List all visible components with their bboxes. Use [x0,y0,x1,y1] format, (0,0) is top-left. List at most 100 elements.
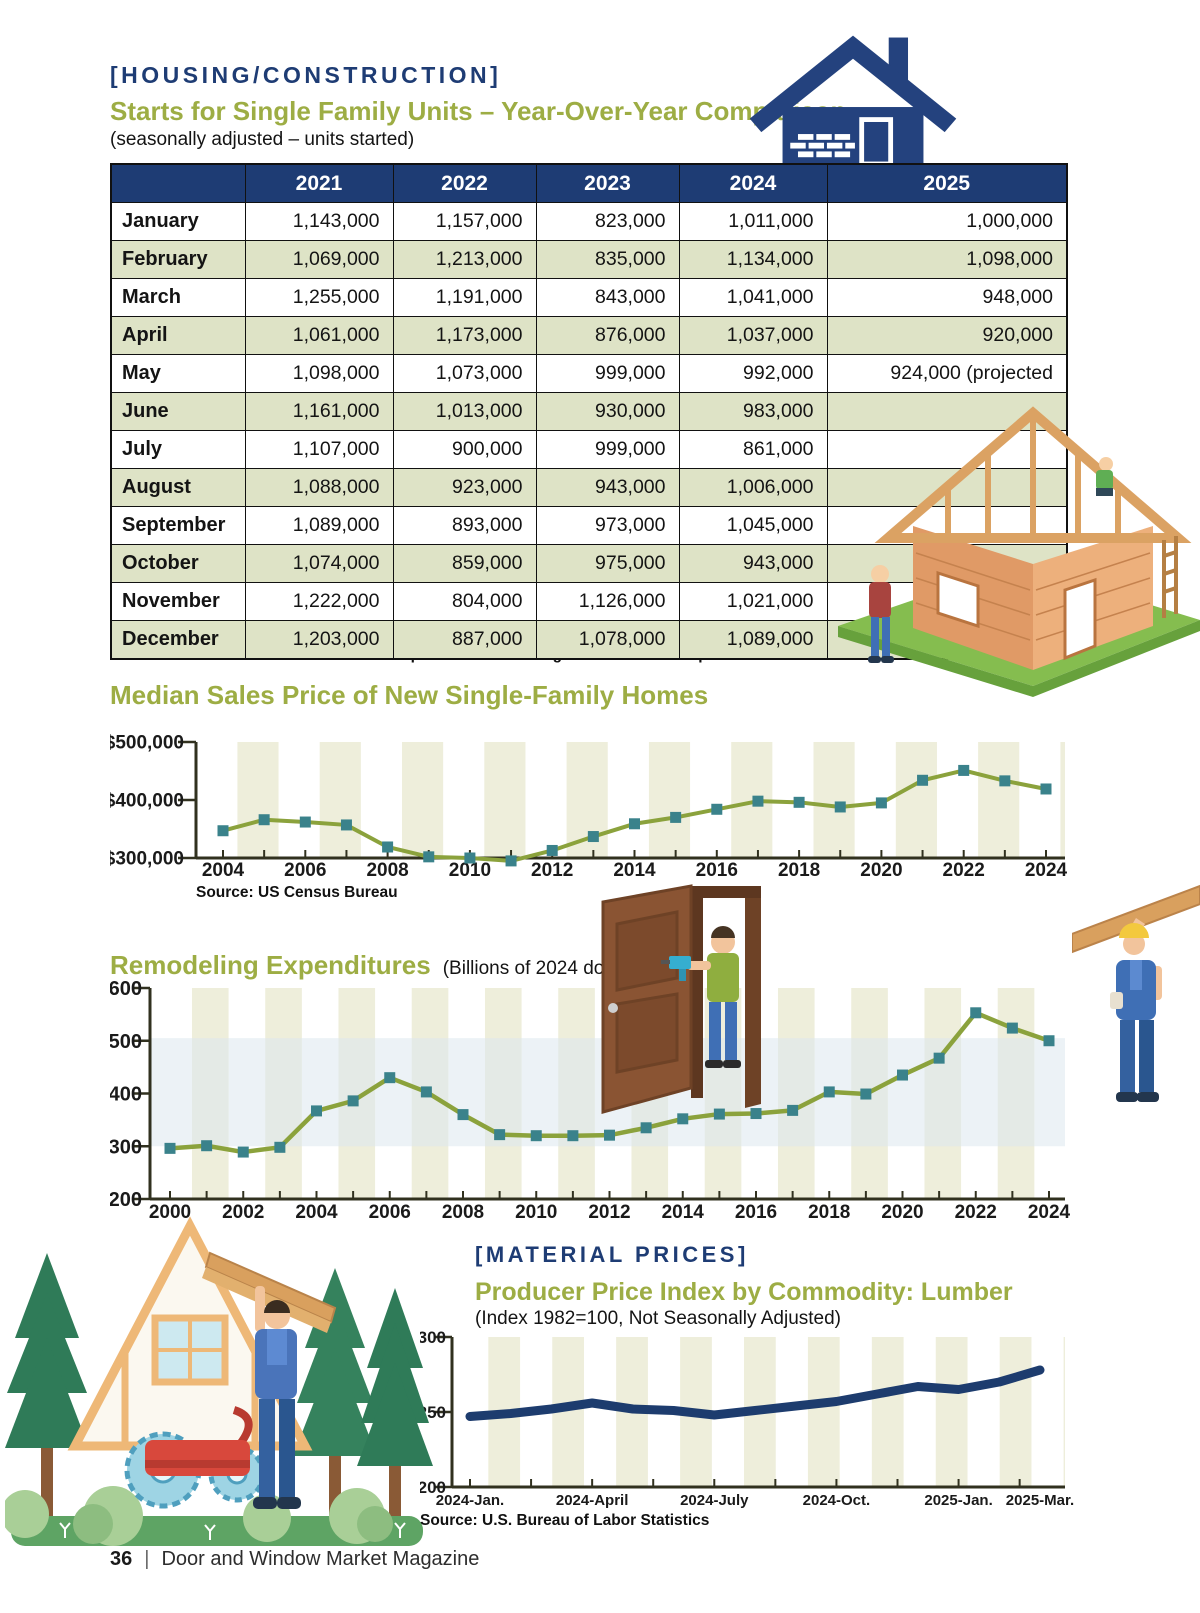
house-icon [749,35,957,164]
value-cell: 1,089,000 [678,620,828,660]
chart-stripes [237,742,1065,858]
value-cell: 893,000 [392,506,537,545]
svg-text:2008: 2008 [366,860,408,881]
value-cell: 823,000 [535,202,680,241]
y-axis-labels: $300,000 $400,000 $500,000 [110,733,196,870]
table-corner-cell [110,163,246,203]
roof [749,35,957,133]
x-axis-ticks [469,1479,1021,1487]
value-cell: 930,000 [535,392,680,431]
value-cell: 999,000 [535,430,680,469]
data-line [465,1365,1045,1421]
value-cell: 1,203,000 [244,620,394,660]
plank-carrier-man [202,1251,337,1509]
svg-text:400: 400 [110,1084,142,1106]
roof-worker [1096,457,1113,496]
door-jamb-hinge [691,886,703,1098]
month-cell: June [110,392,246,431]
footer-magazine-name: Door and Window Market Magazine [161,1548,480,1570]
svg-text:200: 200 [110,1189,142,1211]
section-tag: [HOUSING/CONSTRUCTION] [110,62,502,88]
svg-text:2024-Jan.: 2024-Jan. [436,1492,504,1509]
month-cell: December [110,620,246,660]
lumber-yard-illustration [5,1216,433,1546]
year-column-header: 2021 [244,163,394,203]
svg-text:2006: 2006 [284,860,326,881]
value-cell: 1,041,000 [678,278,828,317]
table-header-row: 2021 2022 2023 2024 2025 [110,163,1068,203]
value-cell: 1,006,000 [678,468,828,507]
lumber-chart-source: Source: U.S. Bureau of Labor Statistics [420,1512,710,1529]
value-cell: 1,098,000 [826,240,1068,279]
table-row: August 1,088,000 923,000 943,000 1,006,000 [110,468,1068,507]
x-axis-labels: 2004 2006 2008 2010 2012 2014 2016 2018 2020 2022… [202,860,1068,881]
value-cell: 1,021,000 [678,582,828,621]
table-row: November 1,222,000 804,000 1,126,000 1,021,0… [110,582,1068,621]
value-cell: 975,000 [535,544,680,583]
window [936,570,980,629]
value-cell: 1,143,000 [244,202,394,241]
value-cell: 1,011,000 [678,202,828,241]
table-row: December 1,203,000 887,000 1,078,000 1,089,0… [110,620,1068,660]
svg-text:2025-Mar.: 2025-Mar. [1006,1492,1074,1509]
month-cell: May [110,354,246,393]
table-row: April 1,061,000 1,173,000 876,000 1,037,000 9… [110,316,1068,355]
value-cell: 876,000 [535,316,680,355]
value-cell: 1,255,000 [244,278,394,317]
value-cell: 804,000 [392,582,537,621]
month-cell: October [110,544,246,583]
svg-text:2018: 2018 [808,1202,850,1223]
svg-text:2020: 2020 [860,860,902,881]
value-cell: 983,000 [678,392,828,431]
data-markers [164,1007,1055,1158]
svg-text:2008: 2008 [442,1202,484,1223]
value-cell: 1,107,000 [244,430,394,469]
circular-saw [124,1406,266,1509]
value-cell: 924,000 (projected [826,354,1068,393]
month-cell: August [110,468,246,507]
svg-text:$500,000: $500,000 [110,733,184,754]
table-row: September 1,089,000 893,000 973,000 1,045,00… [110,506,1068,545]
value-cell: 943,000 [535,468,680,507]
value-cell: 1,078,000 [535,620,680,660]
table-row: March 1,255,000 1,191,000 843,000 1,041,000 9… [110,278,1068,317]
svg-text:2024: 2024 [1025,860,1068,881]
housing-starts-table: 2021 2022 2023 2024 2025 January 1,143,000 1,1… [110,163,1068,660]
svg-text:2024: 2024 [1028,1202,1071,1223]
value-cell: 835,000 [535,240,680,279]
remodeling-chart-subtitle: (Billions of 2024 dollars) [442,958,646,979]
carpenter-illustration [1072,884,1200,1102]
door-panel-inset-bottom [615,992,679,1074]
svg-text:2012: 2012 [531,860,573,881]
value-cell: 999,000 [535,354,680,393]
table-row: January 1,143,000 1,157,000 823,000 1,011,00… [110,202,1068,241]
svg-text:2000: 2000 [149,1202,191,1223]
value-cell: 1,061,000 [244,316,394,355]
value-cell: 843,000 [535,278,680,317]
svg-text:2010: 2010 [515,1202,557,1223]
value-cell: 1,089,000 [244,506,394,545]
svg-text:500: 500 [110,1031,142,1053]
svg-text:2024-April: 2024-April [556,1492,629,1509]
carpenter-man [1110,918,1162,1102]
bricks [790,134,855,158]
table-row: May 1,098,000 1,073,000 999,000 992,000 924,0… [110,354,1068,393]
bushes [5,1486,393,1546]
value-cell: 1,222,000 [244,582,394,621]
svg-text:2006: 2006 [369,1202,411,1223]
year-column-header: 2024 [678,163,828,203]
year-column-header: 2022 [392,163,537,203]
value-cell: 1,013,000 [392,392,537,431]
svg-text:2022: 2022 [943,860,985,881]
page-footer: 36 | Door and Window Market Magazine [110,1548,479,1571]
svg-text:2004: 2004 [202,860,245,881]
value-cell: 1,134,000 [678,240,828,279]
value-cell: 1,088,000 [244,468,394,507]
x-axis-ticks [169,1191,1050,1199]
median-price-chart-source: Source: US Census Bureau [196,884,398,901]
value-cell: 1,161,000 [244,392,394,431]
construction-house-illustration [838,406,1200,697]
value-cell: 1,069,000 [244,240,394,279]
